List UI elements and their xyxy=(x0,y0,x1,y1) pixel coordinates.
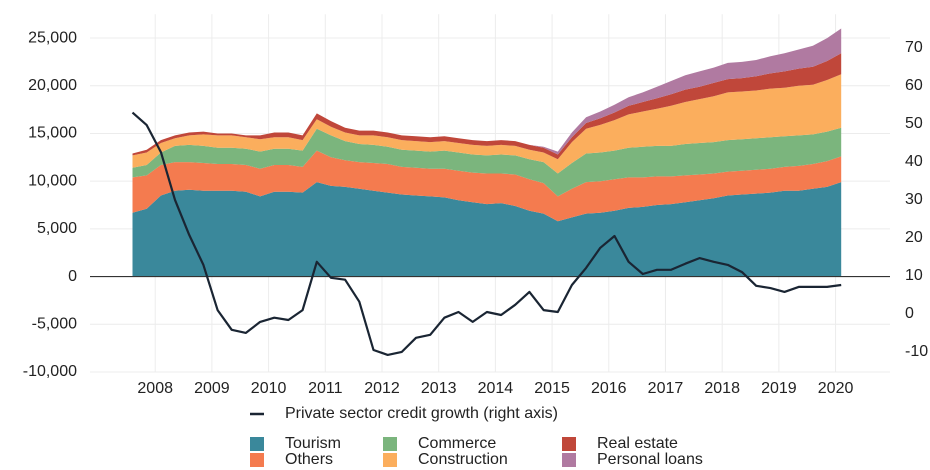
area xyxy=(132,127,842,197)
legend-swatch xyxy=(250,437,264,451)
x-tick-label: 2014 xyxy=(478,380,514,397)
y-tick-label: 20,000 xyxy=(28,77,77,94)
y-tick-label: 5,000 xyxy=(37,220,77,237)
legend-swatch xyxy=(562,437,576,451)
legend-label: Personal loans xyxy=(597,451,703,468)
x-tick-label: 2013 xyxy=(421,380,457,397)
x-tick-label: 2019 xyxy=(761,380,797,397)
legend-swatch xyxy=(383,437,397,451)
x-tick-label: 2018 xyxy=(704,380,740,397)
y-tick-label: 15,000 xyxy=(28,125,77,142)
y2-tick-label: 10 xyxy=(905,267,923,284)
legend-label: Construction xyxy=(418,451,508,468)
x-tick-label: 2008 xyxy=(137,380,173,397)
area xyxy=(132,182,842,277)
y2-tick-label: 50 xyxy=(905,115,923,132)
y2-tick-label: 20 xyxy=(905,229,923,246)
x-tick-label: 2016 xyxy=(591,380,627,397)
x-tick-label: 2009 xyxy=(194,380,230,397)
credit-line xyxy=(131,111,842,356)
legend-swatch xyxy=(383,453,397,467)
x-tick-label: 2017 xyxy=(648,380,684,397)
legend-label: Private sector credit growth (right axis… xyxy=(285,405,558,422)
area xyxy=(132,74,842,174)
legend-label: Others xyxy=(285,451,333,468)
x-tick-label: 2010 xyxy=(251,380,287,397)
x-tick-label: 2011 xyxy=(308,380,343,397)
y-tick-label: -10,000 xyxy=(23,363,77,380)
y2-tick-label: 70 xyxy=(905,39,923,56)
y2-tick-label: 0 xyxy=(905,305,914,322)
area xyxy=(132,150,842,222)
legend-swatch xyxy=(562,453,576,467)
y-tick-label: 25,000 xyxy=(28,29,77,46)
x-tick-label: 2015 xyxy=(534,380,570,397)
x-tick-label: 2020 xyxy=(818,380,854,397)
x-tick-label: 2012 xyxy=(364,380,400,397)
legend-swatch xyxy=(250,453,264,467)
y-tick-label: -5,000 xyxy=(32,316,77,333)
legend-label: Real estate xyxy=(597,435,678,452)
y2-tick-label: 30 xyxy=(905,191,923,208)
legend-label: Commerce xyxy=(418,435,496,452)
y-tick-label: 10,000 xyxy=(28,172,77,189)
y2-tick-label: -10 xyxy=(905,343,928,360)
y2-tick-label: 40 xyxy=(905,153,923,170)
legend-label: Tourism xyxy=(285,435,341,452)
y-tick-label: 0 xyxy=(68,268,77,285)
y2-tick-label: 60 xyxy=(905,77,923,94)
